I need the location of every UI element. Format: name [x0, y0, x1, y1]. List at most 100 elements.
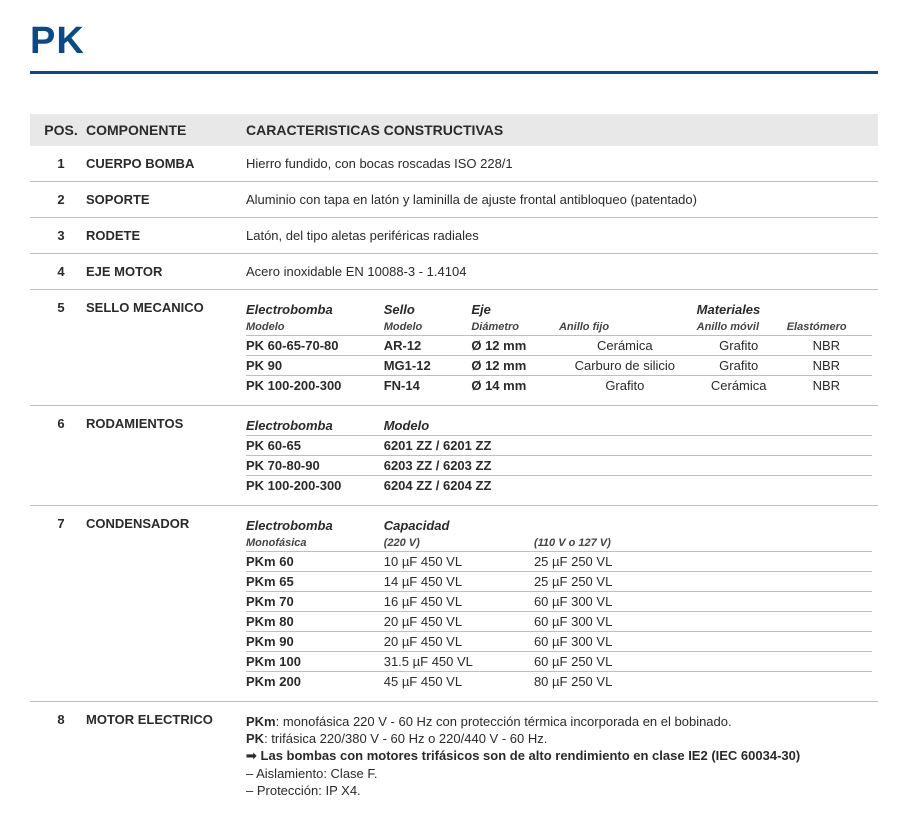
- table-row: 5 SELLO MECANICO Electrobomba Sello Eje …: [30, 290, 878, 406]
- cond-cell: 25 µF 250 VL: [534, 552, 872, 572]
- sello-h-mat: Materiales: [697, 300, 787, 319]
- cond-h-cap: Capacidad: [384, 516, 534, 535]
- cond-cell: 60 µF 300 VL: [534, 592, 872, 612]
- page-title: PK: [30, 20, 878, 74]
- sello-cell: NBR: [787, 376, 872, 396]
- sello-cell: PK 60-65-70-80: [246, 336, 384, 356]
- rod-h-eb: Electrobomba: [246, 416, 384, 436]
- cond-cell: 60 µF 300 VL: [534, 612, 872, 632]
- component: SOPORTE: [86, 192, 246, 207]
- sello-sh-mod2: Modelo: [384, 319, 472, 336]
- sello-cell: Grafito: [559, 376, 697, 396]
- sello-sh-el: Elastómero: [787, 319, 872, 336]
- sello-cell: MG1-12: [384, 356, 472, 376]
- sello-cell: PK 100-200-300: [246, 376, 384, 396]
- cond-cell: 16 µF 450 VL: [384, 592, 534, 612]
- cond-cell: 60 µF 300 VL: [534, 632, 872, 652]
- pos: 6: [36, 416, 86, 431]
- component: CUERPO BOMBA: [86, 156, 246, 171]
- pos: 1: [36, 156, 86, 171]
- cond-sh-mono: Monofásica: [246, 535, 384, 552]
- cond-cell: 60 µF 250 VL: [534, 652, 872, 672]
- component: MOTOR ELECTRICO: [86, 712, 246, 727]
- cond-subtable: Electrobomba Capacidad Monofásica (220 V…: [246, 516, 872, 691]
- cond-cell: 10 µF 450 VL: [384, 552, 534, 572]
- rod-cell: PK 70-80-90: [246, 456, 384, 476]
- motor-proteccion: – Protección: IP X4.: [246, 783, 872, 798]
- sello-subtable: Electrobomba Sello Eje Materiales Modelo…: [246, 300, 872, 395]
- sello-h-eje: Eje: [471, 300, 559, 319]
- cond-h-eb: Electrobomba: [246, 516, 384, 535]
- cond-cell: PKm 80: [246, 612, 384, 632]
- sello-cell: Grafito: [697, 356, 787, 376]
- cond-cell: 20 µF 450 VL: [384, 632, 534, 652]
- pos: 5: [36, 300, 86, 315]
- cond-cell: PKm 60: [246, 552, 384, 572]
- motor-pkm-text: : monofásica 220 V - 60 Hz con protecció…: [276, 714, 732, 729]
- cond-sh-220: (220 V): [384, 535, 534, 552]
- table-row: 3 RODETE Latón, del tipo aletas periféri…: [30, 218, 878, 254]
- rod-cell: 6204 ZZ / 6204 ZZ: [384, 476, 872, 496]
- pos: 7: [36, 516, 86, 531]
- sello-h-sello: Sello: [384, 300, 472, 319]
- sello-cell: AR-12: [384, 336, 472, 356]
- cond-sh-110: (110 V o 127 V): [534, 535, 872, 552]
- component: CONDENSADOR: [86, 516, 246, 531]
- sello-cell: FN-14: [384, 376, 472, 396]
- table-row: 6 RODAMIENTOS Electrobomba Modelo PK 60-…: [30, 406, 878, 506]
- sello-sh-mod1: Modelo: [246, 319, 384, 336]
- pos: 3: [36, 228, 86, 243]
- sello-cell: Ø 12 mm: [471, 356, 559, 376]
- sello-sh-am: Anillo móvil: [697, 319, 787, 336]
- motor-aislamiento: – Aislamiento: Clase F.: [246, 766, 872, 781]
- sello-cell: PK 90: [246, 356, 384, 376]
- table-row: 8 MOTOR ELECTRICO PKm: monofásica 220 V …: [30, 702, 878, 810]
- rod-subtable: Electrobomba Modelo PK 60-65 6201 ZZ / 6…: [246, 416, 872, 495]
- table-header: POS. COMPONENTE CARACTERISTICAS CONSTRUC…: [30, 114, 878, 146]
- cond-cell: PKm 100: [246, 652, 384, 672]
- sello-cell: Cerámica: [697, 376, 787, 396]
- cond-cell: 80 µF 250 VL: [534, 672, 872, 692]
- sello-cell: NBR: [787, 356, 872, 376]
- sello-cell: Ø 14 mm: [471, 376, 559, 396]
- sello-cell: Cerámica: [559, 336, 697, 356]
- sello-cell: NBR: [787, 336, 872, 356]
- cond-cell: 45 µF 450 VL: [384, 672, 534, 692]
- table-row: 7 CONDENSADOR Electrobomba Capacidad Mon…: [30, 506, 878, 702]
- arrow-icon: ➟: [246, 748, 257, 763]
- table-row: 2 SOPORTE Aluminio con tapa en latón y l…: [30, 182, 878, 218]
- motor-note: Las bombas con motores trifásicos son de…: [261, 748, 801, 763]
- cond-cell: 25 µF 250 VL: [534, 572, 872, 592]
- cond-cell: PKm 90: [246, 632, 384, 652]
- description: Latón, del tipo aletas periféricas radia…: [246, 228, 872, 243]
- sello-h-eb: Electrobomba: [246, 300, 384, 319]
- sello-sh-dia: Diámetro: [471, 319, 559, 336]
- component: RODAMIENTOS: [86, 416, 246, 431]
- component: RODETE: [86, 228, 246, 243]
- rod-cell: PK 100-200-300: [246, 476, 384, 496]
- pos: 2: [36, 192, 86, 207]
- rod-cell: PK 60-65: [246, 436, 384, 456]
- motor-pkm-label: PKm: [246, 714, 276, 729]
- cond-cell: 20 µF 450 VL: [384, 612, 534, 632]
- sello-cell: Carburo de silicio: [559, 356, 697, 376]
- motor-pk-text: : trifásica 220/380 V - 60 Hz o 220/440 …: [264, 731, 547, 746]
- pos: 8: [36, 712, 86, 727]
- cond-cell: 31.5 µF 450 VL: [384, 652, 534, 672]
- component: SELLO MECANICO: [86, 300, 246, 315]
- motor-pk-label: PK: [246, 731, 264, 746]
- description: Aluminio con tapa en latón y laminilla d…: [246, 192, 872, 207]
- cond-cell: PKm 70: [246, 592, 384, 612]
- header-pos: POS.: [36, 122, 86, 138]
- motor-description: PKm: monofásica 220 V - 60 Hz con protec…: [246, 712, 872, 800]
- rod-cell: 6201 ZZ / 6201 ZZ: [384, 436, 872, 456]
- cond-cell: PKm 200: [246, 672, 384, 692]
- table-row: 4 EJE MOTOR Acero inoxidable EN 10088-3 …: [30, 254, 878, 290]
- rod-h-mod: Modelo: [384, 416, 872, 436]
- table-row: 1 CUERPO BOMBA Hierro fundido, con bocas…: [30, 146, 878, 182]
- rod-cell: 6203 ZZ / 6203 ZZ: [384, 456, 872, 476]
- description: Hierro fundido, con bocas roscadas ISO 2…: [246, 156, 872, 171]
- header-comp: COMPONENTE: [86, 122, 246, 138]
- description: Acero inoxidable EN 10088-3 - 1.4104: [246, 264, 872, 279]
- pos: 4: [36, 264, 86, 279]
